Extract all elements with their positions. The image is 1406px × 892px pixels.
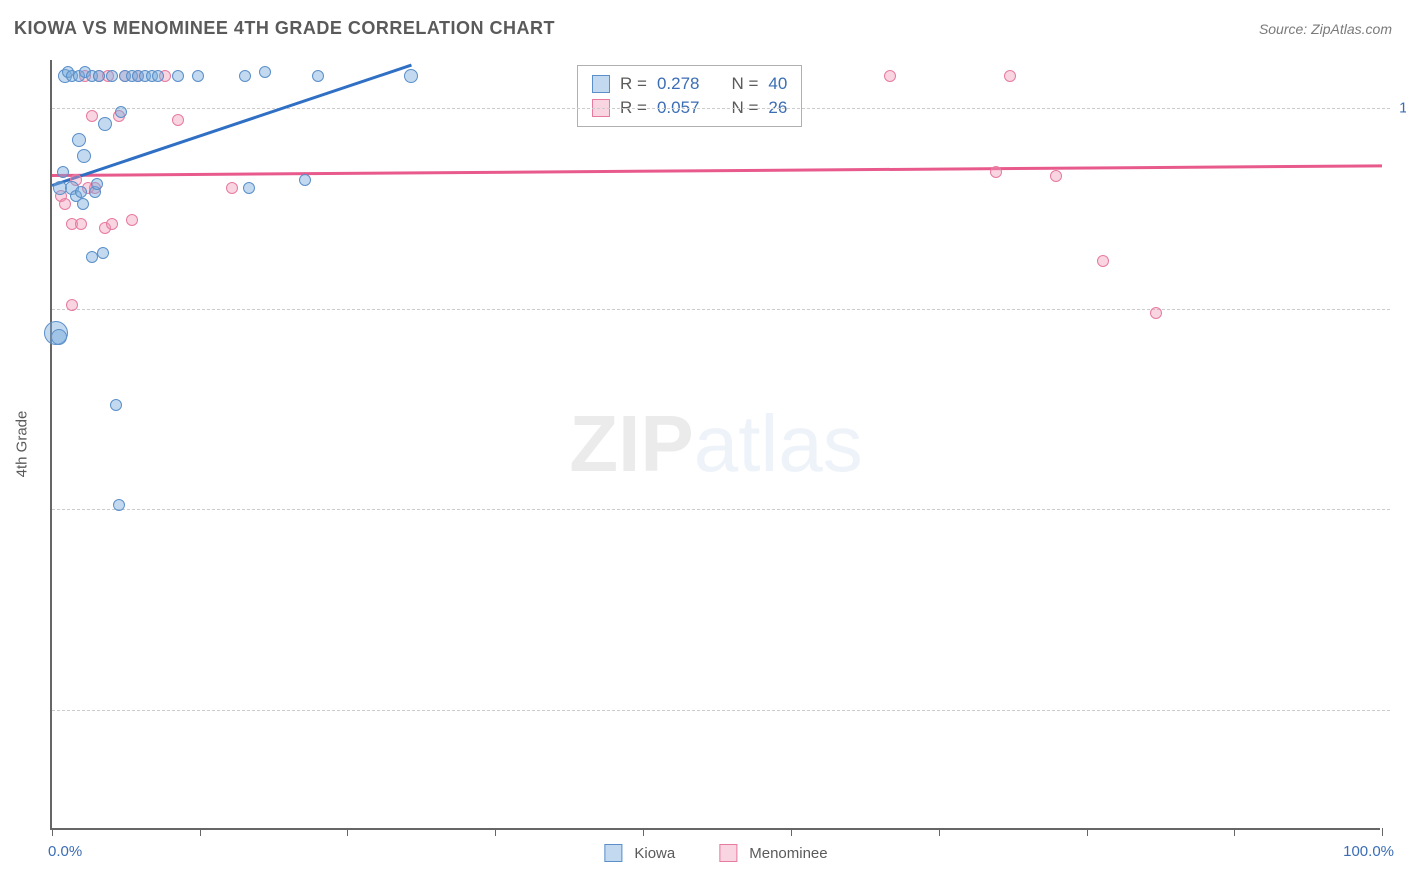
kiowa-point [91,178,103,190]
menominee-point [66,299,78,311]
stats-legend: R = 0.278 N = 40 R = 0.057 N = 26 [577,65,802,127]
kiowa-point [77,149,91,163]
menominee-point [1050,170,1062,182]
kiowa-point [51,329,67,345]
kiowa-point [192,70,204,82]
x-tick [495,828,496,836]
menominee-point [126,214,138,226]
menominee-point [226,182,238,194]
legend-label-kiowa: Kiowa [634,845,675,862]
kiowa-point [75,186,87,198]
menominee-point [1004,70,1016,82]
kiowa-point [113,499,125,511]
watermark-bold: ZIP [569,399,693,488]
x-tick [1382,828,1383,836]
kiowa-point [77,198,89,210]
kiowa-point [72,133,86,147]
gridline [52,108,1390,109]
gridline [52,509,1390,510]
kiowa-point [172,70,184,82]
kiowa-point [110,399,122,411]
menominee-trendline [52,164,1382,176]
stats-n-value-kiowa: 40 [768,74,787,94]
x-tick [643,828,644,836]
y-axis-title: 4th Grade [14,411,31,478]
x-tick [1234,828,1235,836]
menominee-point [106,218,118,230]
x-tick [200,828,201,836]
x-tick [347,828,348,836]
series-legend: Kiowa Menominee [604,844,827,862]
menominee-point [884,70,896,82]
legend-label-menominee: Menominee [749,845,827,862]
kiowa-point [115,106,127,118]
x-tick [791,828,792,836]
chart-title: KIOWA VS MENOMINEE 4TH GRADE CORRELATION… [14,18,555,39]
kiowa-point [404,69,418,83]
x-axis-min-label: 0.0% [48,843,82,860]
kiowa-point [299,174,311,186]
stats-n-label: N = [731,74,758,94]
kiowa-point [106,70,118,82]
kiowa-point [312,70,324,82]
source-attribution: Source: ZipAtlas.com [1259,21,1392,37]
x-tick [939,828,940,836]
title-bar: KIOWA VS MENOMINEE 4TH GRADE CORRELATION… [14,18,1392,39]
x-axis-max-label: 100.0% [1343,843,1394,860]
watermark-light: atlas [694,399,863,488]
stats-r-label: R = [620,74,647,94]
kiowa-point [57,166,69,178]
menominee-point [990,166,1002,178]
menominee-point [75,218,87,230]
menominee-point [59,198,71,210]
stats-row-kiowa: R = 0.278 N = 40 [592,72,787,96]
gridline [52,710,1390,711]
x-tick [1087,828,1088,836]
menominee-point [1150,307,1162,319]
kiowa-swatch-icon [604,844,622,862]
kiowa-point [98,117,112,131]
menominee-point [1097,255,1109,267]
kiowa-point [152,70,164,82]
y-tick-label: 100.0% [1390,100,1406,117]
menominee-point [86,110,98,122]
scatter-plot: 4th Grade ZIPatlas R = 0.278 N = 40 R = … [50,60,1380,830]
menominee-swatch-icon [719,844,737,862]
kiowa-point [243,182,255,194]
y-tick-label: 92.5% [1390,701,1406,718]
kiowa-point [259,66,271,78]
stats-r-value-kiowa: 0.278 [657,74,700,94]
kiowa-point [239,70,251,82]
watermark: ZIPatlas [569,398,862,490]
kiowa-swatch-icon [592,75,610,93]
kiowa-point [93,70,105,82]
gridline [52,309,1390,310]
menominee-point [172,114,184,126]
y-tick-label: 97.5% [1390,300,1406,317]
x-tick [52,828,53,836]
kiowa-point [97,247,109,259]
y-tick-label: 95.0% [1390,501,1406,518]
